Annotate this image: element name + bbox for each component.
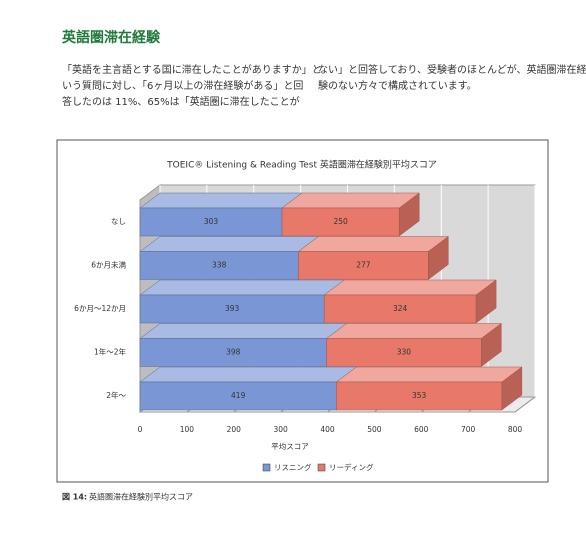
y-tick-label: 6か月未満 — [91, 260, 126, 270]
y-tick-label: 6か月～12か月 — [74, 304, 126, 313]
x-tick-label: 100 — [180, 425, 195, 434]
data-label: 393 — [225, 304, 240, 313]
chart-title: TOEIC® Listening & Reading Test 英語圏滞在経験別… — [166, 159, 437, 171]
data-label: 250 — [333, 217, 348, 226]
data-label: 353 — [412, 391, 427, 400]
data-label: 419 — [231, 391, 246, 400]
bar-side — [501, 366, 523, 411]
data-label: 303 — [204, 217, 219, 226]
bar-front — [323, 294, 477, 324]
legend-swatch — [262, 463, 271, 472]
bar-segment — [325, 323, 502, 367]
bar-side — [428, 236, 449, 280]
caption-label: 図 14: — [62, 493, 87, 502]
bar-front — [139, 251, 299, 280]
bar-side — [398, 192, 420, 237]
bar-front — [139, 207, 283, 237]
bar-front — [139, 338, 327, 367]
bar-top — [139, 279, 345, 296]
x-tick-label: 300 — [273, 425, 288, 434]
bar-front — [336, 381, 503, 411]
bar-segment — [139, 366, 358, 411]
bar-top — [139, 366, 358, 383]
paragraph-line: 答したのは 11%、65%は「英語圏に滞在したことが — [62, 95, 300, 108]
bar-segment — [281, 192, 420, 237]
bar-top — [323, 279, 497, 296]
bar-front — [139, 294, 325, 324]
paragraph-line: 「英語を主言語とする国に滞在したことがありますか」と — [62, 63, 322, 76]
bar-side — [481, 323, 502, 367]
axis-label: 平均スコア — [271, 441, 309, 451]
data-label: 324 — [393, 304, 408, 313]
bar-top — [281, 192, 420, 209]
bar-segment — [139, 279, 345, 324]
data-label: 330 — [397, 348, 412, 357]
y-tick-label: 1年～2年 — [94, 347, 127, 357]
x-tick-label: 400 — [320, 425, 335, 434]
bar-front — [281, 207, 400, 237]
x-tick-label: 600 — [414, 425, 429, 434]
bar-segment — [139, 192, 303, 237]
legend-swatch — [317, 463, 326, 472]
section-title: 英語圏滞在経験 — [61, 29, 161, 46]
data-label: 277 — [356, 261, 371, 270]
bar-top — [297, 236, 450, 252]
bar-front — [139, 381, 337, 411]
y-tick-label: なし — [111, 217, 126, 226]
x-tick-label: 0 — [138, 425, 143, 434]
bar-top — [139, 323, 348, 339]
x-tick-label: 500 — [367, 425, 382, 434]
bar-side — [475, 279, 497, 324]
x-tick-label: 200 — [227, 425, 242, 434]
bar-top — [325, 323, 502, 339]
caption-text: 英語圏滞在経験別平均スコア — [89, 492, 193, 502]
bar-top — [139, 236, 320, 252]
paragraph-line: ない」と回答しており、受験者のほとんどが、英語圏滞在経 — [318, 63, 586, 76]
bar-front — [298, 251, 429, 280]
legend-label: リーディング — [329, 462, 374, 472]
bar-segment — [139, 323, 348, 367]
data-label: 398 — [226, 348, 241, 357]
x-tick-label: 700 — [461, 425, 476, 434]
bar-segment — [139, 236, 320, 280]
tick-mark — [514, 396, 536, 413]
bar-segment — [335, 366, 523, 411]
paragraph-line: 験のない方々で構成されています。 — [318, 79, 477, 92]
legend-label: リスニング — [274, 462, 312, 472]
y-tick-label: 2年～ — [106, 390, 126, 400]
bar-top — [139, 192, 303, 209]
data-label: 338 — [212, 261, 227, 270]
bar-top — [335, 366, 523, 383]
x-tick-label: 800 — [508, 425, 523, 434]
bar-segment — [323, 279, 497, 324]
bar-segment — [297, 236, 450, 280]
paragraph-line: いう質問に対し、「6ヶ月以上の滞在経験がある」と回 — [62, 79, 303, 92]
